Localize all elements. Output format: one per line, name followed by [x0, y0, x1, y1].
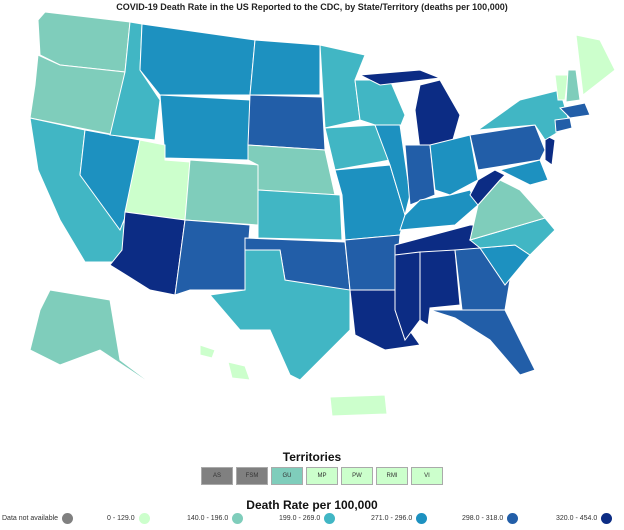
- territories-row: AS FSM GU MP PW RMI VI: [201, 467, 443, 485]
- legend-swatch: [416, 513, 428, 524]
- state-ne[interactable]: [247, 144, 336, 196]
- state-pa[interactable]: [469, 124, 546, 171]
- legend-item: 320.0 - 454.0: [556, 513, 613, 524]
- state-vt[interactable]: [554, 74, 569, 101]
- legend-swatch: [62, 513, 74, 524]
- legend-item: Data not available: [2, 513, 74, 524]
- state-nh[interactable]: [565, 69, 581, 103]
- state-me[interactable]: [575, 34, 616, 96]
- state-nd[interactable]: [249, 39, 321, 96]
- legend-item: 0 - 129.0: [107, 513, 150, 524]
- legend-item: 298.0 - 318.0: [462, 513, 519, 524]
- legend-swatch: [232, 513, 244, 524]
- map-title: COVID-19 Death Rate in the US Reported t…: [116, 2, 508, 12]
- state-ak[interactable]: [29, 289, 161, 391]
- territory-vi[interactable]: VI: [411, 467, 443, 485]
- territory-as[interactable]: AS: [201, 467, 233, 485]
- state-il[interactable]: [374, 124, 411, 217]
- state-ma[interactable]: [558, 102, 591, 119]
- legend-label: 0 - 129.0: [107, 515, 135, 522]
- state-ks[interactable]: [257, 189, 343, 241]
- territory-fsm[interactable]: FSM: [236, 467, 268, 485]
- legend-swatch: [601, 513, 613, 524]
- territory-mp[interactable]: MP: [306, 467, 338, 485]
- us-map: [29, 11, 616, 417]
- legend-item: 140.0 - 196.0: [187, 513, 244, 524]
- legend-label: 140.0 - 196.0: [187, 515, 229, 522]
- legend-label: 320.0 - 454.0: [556, 515, 598, 522]
- legend-title: Death Rate per 100,000: [246, 498, 378, 512]
- state-md[interactable]: [498, 159, 549, 186]
- state-tx[interactable]: [209, 249, 351, 381]
- state-co[interactable]: [184, 159, 261, 226]
- territories-title: Territories: [282, 450, 342, 464]
- legend-item: 271.0 - 296.0: [371, 513, 428, 524]
- state-mi[interactable]: [358, 69, 441, 86]
- state-mt[interactable]: [139, 23, 256, 96]
- territory-rmi[interactable]: RMI: [376, 467, 408, 485]
- legend-label: 271.0 - 296.0: [371, 515, 413, 522]
- territory-pw[interactable]: PW: [341, 467, 373, 485]
- state-ct[interactable]: [554, 117, 573, 133]
- legend-label: Data not available: [2, 515, 59, 522]
- legend-label: 298.0 - 318.0: [462, 515, 504, 522]
- state-hi[interactable]: [227, 361, 251, 381]
- state-ga[interactable]: [454, 247, 511, 311]
- state-fl[interactable]: [429, 309, 536, 376]
- state-wy[interactable]: [159, 94, 251, 161]
- state-wv[interactable]: [469, 169, 506, 206]
- state-oh[interactable]: [429, 134, 479, 196]
- state-ar[interactable]: [344, 234, 401, 291]
- state-sd[interactable]: [247, 94, 326, 151]
- legend-swatch: [324, 513, 336, 524]
- state-ms[interactable]: [394, 251, 421, 342]
- legend-label: 199.0 - 269.0: [279, 515, 321, 522]
- legend-swatch: [507, 513, 519, 524]
- legend-item: 199.0 - 269.0: [279, 513, 336, 524]
- state-hi[interactable]: [199, 344, 216, 359]
- state-pr[interactable]: [329, 394, 388, 417]
- state-nm[interactable]: [174, 219, 251, 296]
- state-in[interactable]: [404, 144, 436, 206]
- territory-gu[interactable]: GU: [271, 467, 303, 485]
- legend-swatch: [138, 513, 150, 524]
- state-nj[interactable]: [544, 134, 556, 166]
